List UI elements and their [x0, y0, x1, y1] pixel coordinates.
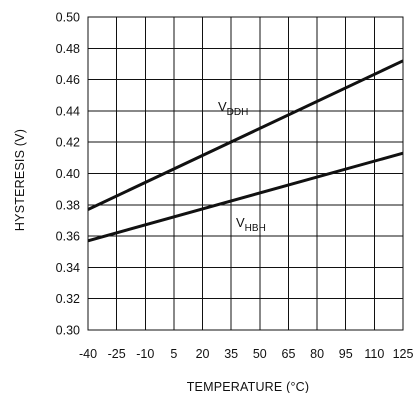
x-tick-label: -40: [79, 347, 97, 361]
x-tick-label: 65: [282, 347, 296, 361]
y-tick-label: 0.36: [56, 230, 80, 244]
series-label-main: V: [236, 215, 245, 230]
series-label-vddh: VDDH: [218, 99, 248, 118]
y-tick-label: 0.30: [56, 324, 80, 338]
x-axis-title: TEMPERATURE (°C): [187, 380, 310, 393]
y-tick-label: 0.46: [56, 73, 80, 87]
x-tick-label: -25: [108, 347, 126, 361]
x-tick-label: 125: [393, 347, 414, 361]
x-tick-label: 50: [253, 347, 267, 361]
y-tick-label: 0.40: [56, 167, 80, 181]
x-tick-label: 20: [196, 347, 210, 361]
x-tick-label: 95: [339, 347, 353, 361]
y-tick-label: 0.34: [56, 261, 80, 275]
y-tick-label: 0.50: [56, 11, 80, 25]
series-line-vhbh: [87, 151, 404, 243]
y-tick-label: 0.48: [56, 42, 80, 56]
series-layer: [87, 59, 404, 243]
tick-labels: -40 -25 -10 5 20 35 50 65 80 95 110 125 0.30 0.32 0.34…: [56, 11, 414, 362]
series-label-subscript: HBH: [245, 223, 266, 234]
series-line-vddh: [87, 59, 404, 211]
x-tick-label: 110: [364, 347, 384, 361]
series-label-vhbh: VHBH: [236, 215, 266, 234]
x-tick-label: 80: [310, 347, 324, 361]
x-tick-label: -10: [136, 347, 154, 361]
y-tick-label: 0.38: [56, 198, 80, 212]
y-tick-label: 0.44: [56, 104, 80, 118]
grid-layer: [87, 16, 404, 331]
y-tick-label: 0.32: [56, 292, 80, 306]
y-axis-title: HYSTERESIS (V): [13, 129, 27, 231]
x-tick-label: 35: [224, 347, 238, 361]
plot-frame: [87, 16, 404, 331]
x-tick-label: 5: [170, 347, 177, 361]
series-label-subscript: DDH: [227, 107, 249, 118]
y-tick-label: 0.42: [56, 136, 80, 150]
series-label-main: V: [218, 99, 227, 114]
